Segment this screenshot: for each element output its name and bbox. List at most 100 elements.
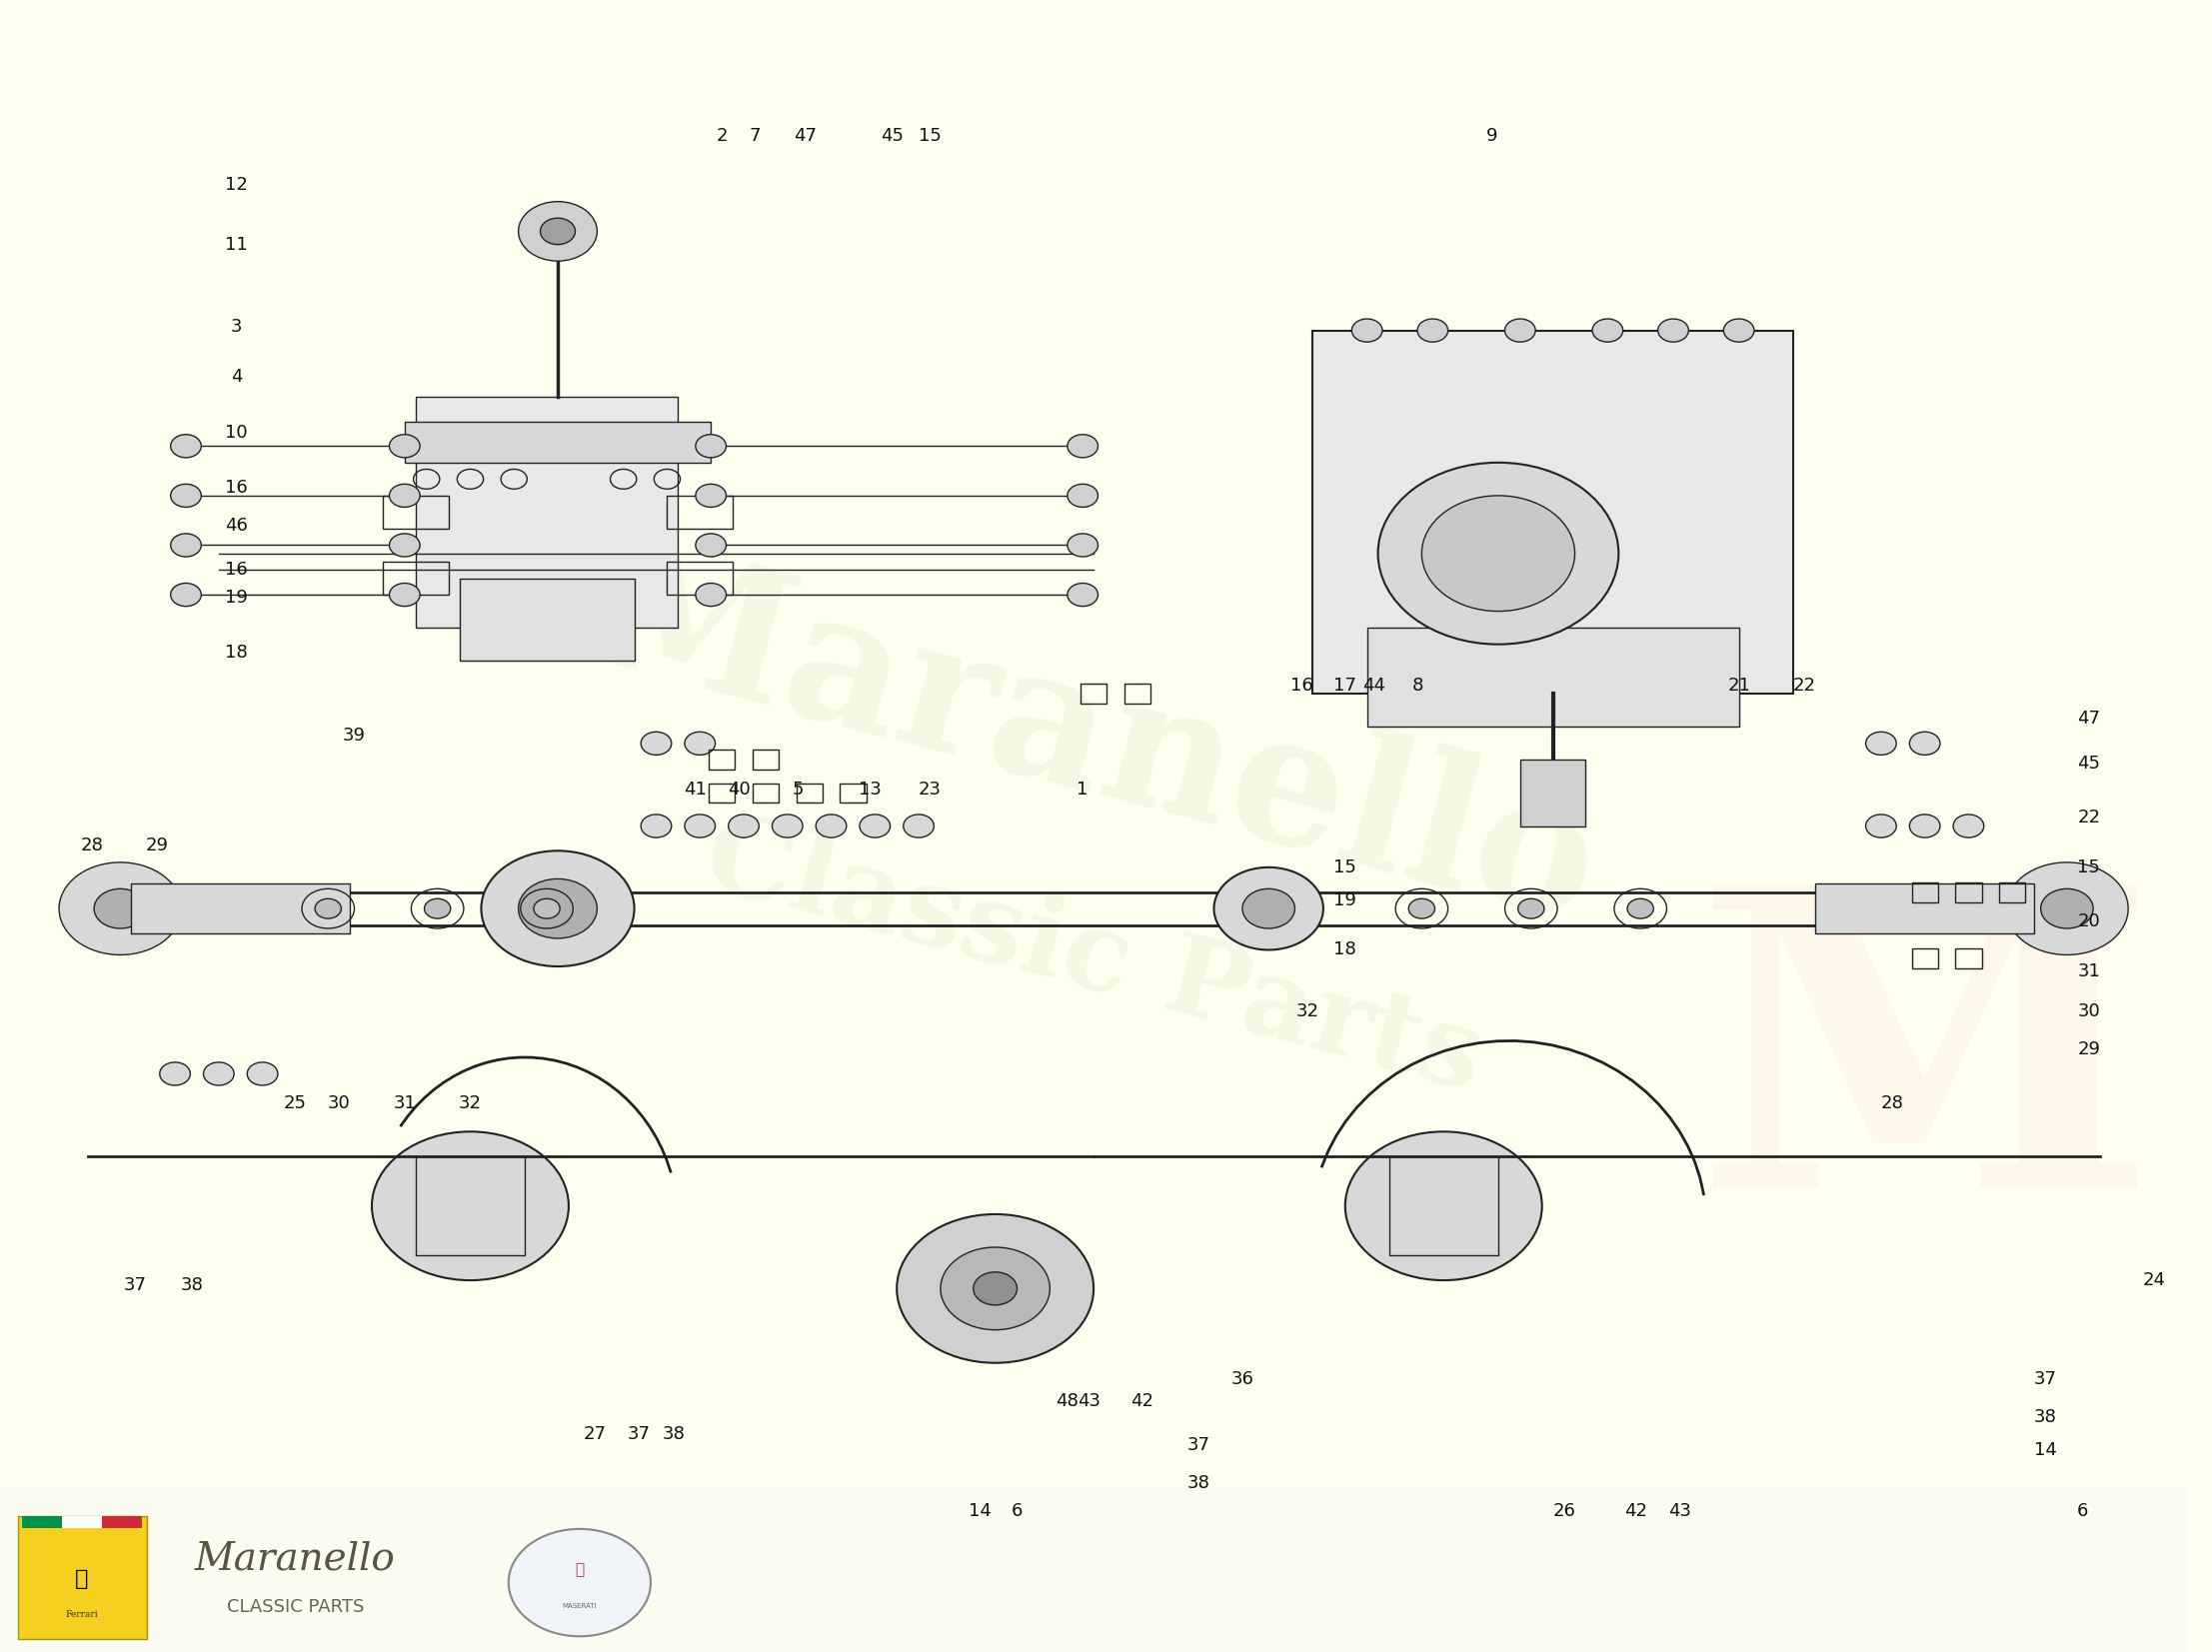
Circle shape xyxy=(2042,889,2093,928)
Text: 2: 2 xyxy=(717,127,728,144)
Circle shape xyxy=(973,1272,1018,1305)
Circle shape xyxy=(1418,319,1449,342)
Circle shape xyxy=(1345,1132,1542,1280)
Text: 11: 11 xyxy=(226,236,248,253)
Text: 17: 17 xyxy=(1334,677,1356,694)
Text: M: M xyxy=(1694,872,2154,1275)
Text: 37: 37 xyxy=(1188,1437,1210,1454)
Text: 16: 16 xyxy=(226,479,248,496)
Circle shape xyxy=(1659,319,1688,342)
Circle shape xyxy=(684,732,714,755)
Circle shape xyxy=(533,899,560,919)
Circle shape xyxy=(1214,867,1323,950)
Circle shape xyxy=(1953,814,1984,838)
Text: 31: 31 xyxy=(2077,963,2099,980)
Bar xyxy=(1312,330,1794,694)
Text: 15: 15 xyxy=(1334,859,1356,876)
Circle shape xyxy=(482,851,635,966)
Text: 47: 47 xyxy=(2077,710,2101,727)
Text: 29: 29 xyxy=(2077,1041,2101,1057)
Bar xyxy=(1955,882,1982,902)
Circle shape xyxy=(1409,899,1436,919)
Text: 38: 38 xyxy=(661,1426,686,1442)
Text: 37: 37 xyxy=(124,1277,148,1294)
Text: 28: 28 xyxy=(80,838,104,854)
Circle shape xyxy=(1593,319,1624,342)
Text: 14: 14 xyxy=(969,1503,991,1520)
Circle shape xyxy=(60,862,181,955)
Bar xyxy=(1520,760,1586,826)
Text: Maranello: Maranello xyxy=(573,525,1615,961)
Circle shape xyxy=(896,1214,1093,1363)
Text: 43: 43 xyxy=(1668,1503,1692,1520)
Text: 37: 37 xyxy=(2033,1371,2057,1388)
Text: 6: 6 xyxy=(2077,1503,2088,1520)
Bar xyxy=(460,578,635,661)
Text: 46: 46 xyxy=(226,517,248,534)
Circle shape xyxy=(170,434,201,458)
Bar xyxy=(668,562,732,595)
Text: 40: 40 xyxy=(728,781,750,798)
Text: 1: 1 xyxy=(1077,781,1088,798)
Bar xyxy=(752,750,779,770)
Circle shape xyxy=(1517,899,1544,919)
Text: 32: 32 xyxy=(458,1095,482,1112)
Text: 24: 24 xyxy=(2143,1272,2166,1289)
Text: 10: 10 xyxy=(226,425,248,441)
Text: 20: 20 xyxy=(2077,914,2099,930)
Text: 26: 26 xyxy=(1553,1503,1575,1520)
Text: 42: 42 xyxy=(1130,1393,1152,1409)
Text: 19: 19 xyxy=(226,590,248,606)
Circle shape xyxy=(389,583,420,606)
Text: 32: 32 xyxy=(1296,1003,1321,1019)
Circle shape xyxy=(389,484,420,507)
FancyBboxPatch shape xyxy=(18,1517,146,1639)
Text: 43: 43 xyxy=(1077,1393,1102,1409)
Bar xyxy=(668,496,732,529)
Text: 🐴: 🐴 xyxy=(75,1569,88,1589)
Text: 15: 15 xyxy=(918,127,940,144)
Text: 21: 21 xyxy=(1728,677,1750,694)
Bar xyxy=(1911,882,1938,902)
Text: 27: 27 xyxy=(584,1426,606,1442)
Text: 36: 36 xyxy=(1230,1371,1254,1388)
Bar xyxy=(1955,948,1982,968)
Bar xyxy=(708,783,734,803)
Text: 22: 22 xyxy=(1794,677,1816,694)
Bar xyxy=(383,496,449,529)
Text: Classic Parts: Classic Parts xyxy=(692,803,1493,1113)
Circle shape xyxy=(1068,534,1097,557)
Text: 47: 47 xyxy=(794,127,816,144)
Circle shape xyxy=(540,218,575,244)
Text: 23: 23 xyxy=(918,781,940,798)
Circle shape xyxy=(1068,583,1097,606)
Circle shape xyxy=(389,534,420,557)
Circle shape xyxy=(1352,319,1382,342)
Text: 𝗠: 𝗠 xyxy=(575,1561,584,1578)
Bar xyxy=(0,1487,2188,1652)
Circle shape xyxy=(1909,814,1940,838)
Text: 7: 7 xyxy=(750,127,761,144)
Bar xyxy=(2000,882,2026,902)
Text: 22: 22 xyxy=(2077,809,2101,826)
Bar xyxy=(1911,948,1938,968)
Circle shape xyxy=(1628,899,1655,919)
Circle shape xyxy=(695,583,726,606)
Bar xyxy=(1079,684,1106,704)
Ellipse shape xyxy=(509,1530,650,1635)
Bar xyxy=(841,783,867,803)
Circle shape xyxy=(1396,1170,1491,1242)
Circle shape xyxy=(695,434,726,458)
Bar xyxy=(1124,684,1150,704)
Text: 25: 25 xyxy=(283,1095,307,1112)
Text: 9: 9 xyxy=(1486,127,1498,144)
Bar xyxy=(416,396,679,628)
Circle shape xyxy=(170,484,201,507)
Circle shape xyxy=(1378,463,1619,644)
Text: Maranello: Maranello xyxy=(195,1541,396,1578)
Circle shape xyxy=(95,889,146,928)
Text: 8: 8 xyxy=(1411,677,1422,694)
Text: 12: 12 xyxy=(226,177,248,193)
Circle shape xyxy=(772,814,803,838)
Text: 48: 48 xyxy=(1055,1393,1079,1409)
